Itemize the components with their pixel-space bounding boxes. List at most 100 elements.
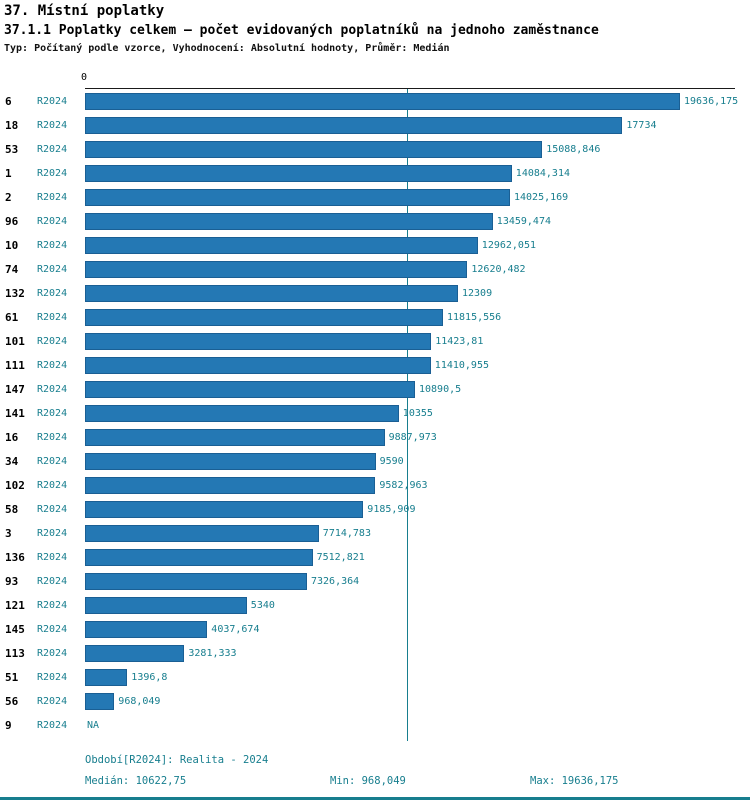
chart-row: 101 R2024 11423,81 (0, 329, 750, 353)
bottom-border-line (0, 797, 750, 800)
chart-row: 53 R2024 15088,846 (0, 137, 750, 161)
row-plot: 3281,333 (85, 644, 750, 662)
bar (85, 548, 313, 566)
category-label: 58 (5, 502, 19, 516)
row-plot: 17734 (85, 116, 750, 134)
row-plot: 968,049 (85, 692, 750, 710)
bar (85, 356, 431, 374)
category-label: 145 (5, 622, 25, 636)
chart-rows: 6 R2024 19636,175 18 R2024 17734 53 R2024 15088,… (0, 89, 750, 737)
value-label: 10355 (402, 407, 433, 419)
x-axis-zero-label: 0 (81, 72, 88, 83)
chart-row: 34 R2024 9590 (0, 449, 750, 473)
series-label: R2024 (37, 575, 68, 587)
chart-row: 136 R2024 7512,821 (0, 545, 750, 569)
chart-row: 141 R2024 10355 (0, 401, 750, 425)
row-plot: 11410,955 (85, 356, 750, 374)
bar (85, 620, 208, 638)
value-label: 12962,051 (481, 239, 536, 251)
bar (85, 164, 512, 182)
series-label: R2024 (37, 335, 68, 347)
row-plot: 7326,364 (85, 572, 750, 590)
chart-row: 6 R2024 19636,175 (0, 89, 750, 113)
bar (85, 284, 458, 302)
series-label: R2024 (37, 719, 68, 731)
series-label: R2024 (37, 95, 68, 107)
category-label: 96 (5, 214, 19, 228)
row-plot: 9185,909 (85, 500, 750, 518)
value-label: 12620,482 (471, 263, 526, 275)
category-label: 34 (5, 454, 19, 468)
value-label: 7512,821 (316, 551, 365, 563)
chart-row: 102 R2024 9582,963 (0, 473, 750, 497)
value-label: 19636,175 (684, 95, 739, 107)
bar (85, 140, 543, 158)
category-label: 51 (5, 670, 19, 684)
series-label: R2024 (37, 239, 68, 251)
row-plot: 9582,963 (85, 476, 750, 494)
series-label: R2024 (37, 479, 68, 491)
category-label: 61 (5, 310, 19, 324)
value-label: 968,049 (118, 695, 161, 707)
category-label: 1 (5, 166, 12, 180)
series-label: R2024 (37, 287, 68, 299)
category-label: 56 (5, 694, 19, 708)
row-plot: NA (85, 720, 750, 731)
chart-row: 61 R2024 11815,556 (0, 305, 750, 329)
bar (85, 476, 376, 494)
row-plot: 12962,051 (85, 236, 750, 254)
value-label: 11410,955 (434, 359, 489, 371)
series-label: R2024 (37, 143, 68, 155)
chart-row: 111 R2024 11410,955 (0, 353, 750, 377)
category-label: 136 (5, 550, 25, 564)
row-plot: 12309 (85, 284, 750, 302)
value-label: 15088,846 (546, 143, 601, 155)
min-stat-label: Min: 968,049 (330, 775, 406, 787)
category-label: 53 (5, 142, 19, 156)
value-label: 9887,973 (388, 431, 437, 443)
series-label: R2024 (37, 119, 68, 131)
series-label: R2024 (37, 311, 68, 323)
category-label: 74 (5, 262, 19, 276)
value-label: 7714,783 (322, 527, 371, 539)
bar (85, 212, 493, 230)
category-label: 111 (5, 358, 25, 372)
row-plot: 7714,783 (85, 524, 750, 542)
row-plot: 14084,314 (85, 164, 750, 182)
value-label: 10890,5 (419, 383, 462, 395)
chart-row: 96 R2024 13459,474 (0, 209, 750, 233)
series-label: R2024 (37, 671, 68, 683)
series-label: R2024 (37, 407, 68, 419)
value-label: NA (87, 719, 100, 731)
value-label: 14084,314 (515, 167, 570, 179)
row-plot: 13459,474 (85, 212, 750, 230)
category-label: 2 (5, 190, 12, 204)
chart-row: 58 R2024 9185,909 (0, 497, 750, 521)
row-plot: 14025,169 (85, 188, 750, 206)
value-label: 14025,169 (514, 191, 569, 203)
value-label: 5340 (250, 599, 275, 611)
bar (85, 236, 478, 254)
value-label: 11423,81 (435, 335, 484, 347)
chart-row: 2 R2024 14025,169 (0, 185, 750, 209)
chart-row: 16 R2024 9887,973 (0, 425, 750, 449)
category-label: 121 (5, 598, 25, 612)
value-label: 3281,333 (188, 647, 237, 659)
row-plot: 15088,846 (85, 140, 750, 158)
bar (85, 644, 185, 662)
plot-area (85, 88, 735, 741)
chart-row: 145 R2024 4037,674 (0, 617, 750, 641)
series-label: R2024 (37, 551, 68, 563)
period-label: Období[R2024]: Realita - 2024 (85, 754, 269, 766)
chart-footer: Období[R2024]: Realita - 2024 Medián: 10… (85, 754, 745, 789)
bar (85, 668, 128, 686)
chart-row: 74 R2024 12620,482 (0, 257, 750, 281)
median-line (406, 89, 408, 741)
report-title: 37. Místní poplatky (4, 3, 165, 19)
chart-row: 113 R2024 3281,333 (0, 641, 750, 665)
chart-row: 10 R2024 12962,051 (0, 233, 750, 257)
value-label: 12309 (462, 287, 493, 299)
chart-title: 37.1.1 Poplatky celkem – počet evidovaný… (4, 23, 599, 38)
category-label: 102 (5, 478, 25, 492)
category-label: 113 (5, 646, 25, 660)
